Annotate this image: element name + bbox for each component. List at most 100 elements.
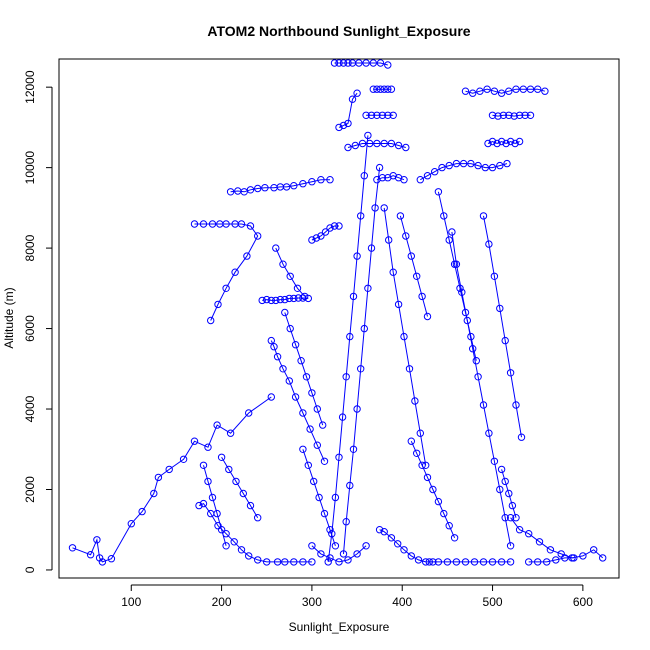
data-point [373,139,381,148]
data-point [367,111,376,120]
data-point [179,455,188,463]
data-point [308,389,316,397]
data-series [272,244,309,301]
data-point [503,159,511,168]
data-point [344,119,352,128]
data-point [208,220,217,228]
data-point [324,558,332,566]
data-point [387,85,396,93]
data-point [499,111,508,120]
data-series [425,558,515,566]
data-point [526,85,535,93]
data-point [599,554,607,562]
data-point [373,85,381,93]
series-line [487,140,520,145]
data-point [450,534,459,542]
data-series [190,220,262,325]
x-tick-label: 600 [573,595,593,609]
series-line [203,465,227,546]
series-line [284,312,324,426]
data-point [208,493,217,502]
data-point [425,558,433,566]
data-point [246,501,255,510]
data-point [496,304,504,313]
data-point [267,296,275,305]
data-point [380,139,388,148]
x-tick-label: 500 [483,595,503,609]
data-point [461,558,470,566]
data-point [400,176,408,184]
data-point [98,558,107,566]
data-point [231,268,239,276]
data-point [310,477,318,486]
data-point [328,530,336,538]
data-point [204,443,212,451]
data-point [279,365,287,373]
data-point [423,172,432,180]
data-point [434,558,443,566]
data-point [394,540,402,548]
data-point [490,87,499,95]
series-line [311,225,339,241]
data-point [434,188,443,196]
data-series [461,85,549,97]
data-point [204,477,212,486]
data-series [217,453,262,522]
data-point [511,139,519,148]
data-point [263,558,271,566]
data-series [267,336,329,465]
data-point [380,204,388,212]
data-point [456,284,464,292]
series-line [483,215,522,438]
data-point [488,111,497,120]
data-series [488,111,535,120]
data-point [320,509,329,518]
data-point [353,252,361,260]
series-line [501,469,517,518]
data-point [68,544,77,552]
data-point [479,558,488,566]
data-point [512,85,520,93]
data-series [199,461,230,550]
data-point [304,294,312,303]
data-point [452,159,461,168]
data-point [346,481,354,490]
data-point [258,296,266,305]
data-point [534,85,542,93]
data-point [416,429,424,437]
data-point [342,518,350,526]
data-point [195,501,203,510]
series-line [302,449,336,546]
data-point [413,272,421,280]
series-line [383,207,427,466]
data-series [479,212,526,441]
data-point [291,341,300,349]
data-point [93,536,101,544]
data-point [349,292,358,301]
data-point [267,336,275,345]
data-point [501,336,509,345]
data-point [380,85,388,93]
data-point [479,401,488,409]
data-point [335,222,343,230]
data-point [246,222,255,230]
data-series [308,542,370,566]
data-point [496,485,504,494]
y-tick-label: 0 [23,566,37,573]
data-point [375,526,384,534]
data-point [497,89,506,97]
data-point [364,131,372,140]
data-point [154,473,163,482]
y-axis: 0 2000 4000 6000 8000 10000 12000 [23,70,53,573]
data-point [286,272,294,280]
data-point [445,522,453,530]
data-point [335,558,343,566]
data-point [199,220,208,228]
data-point [199,499,208,508]
data-point [344,143,352,152]
series-line [437,191,477,361]
x-tick-label: 200 [212,595,232,609]
data-point [331,542,340,550]
data-point [476,87,484,95]
